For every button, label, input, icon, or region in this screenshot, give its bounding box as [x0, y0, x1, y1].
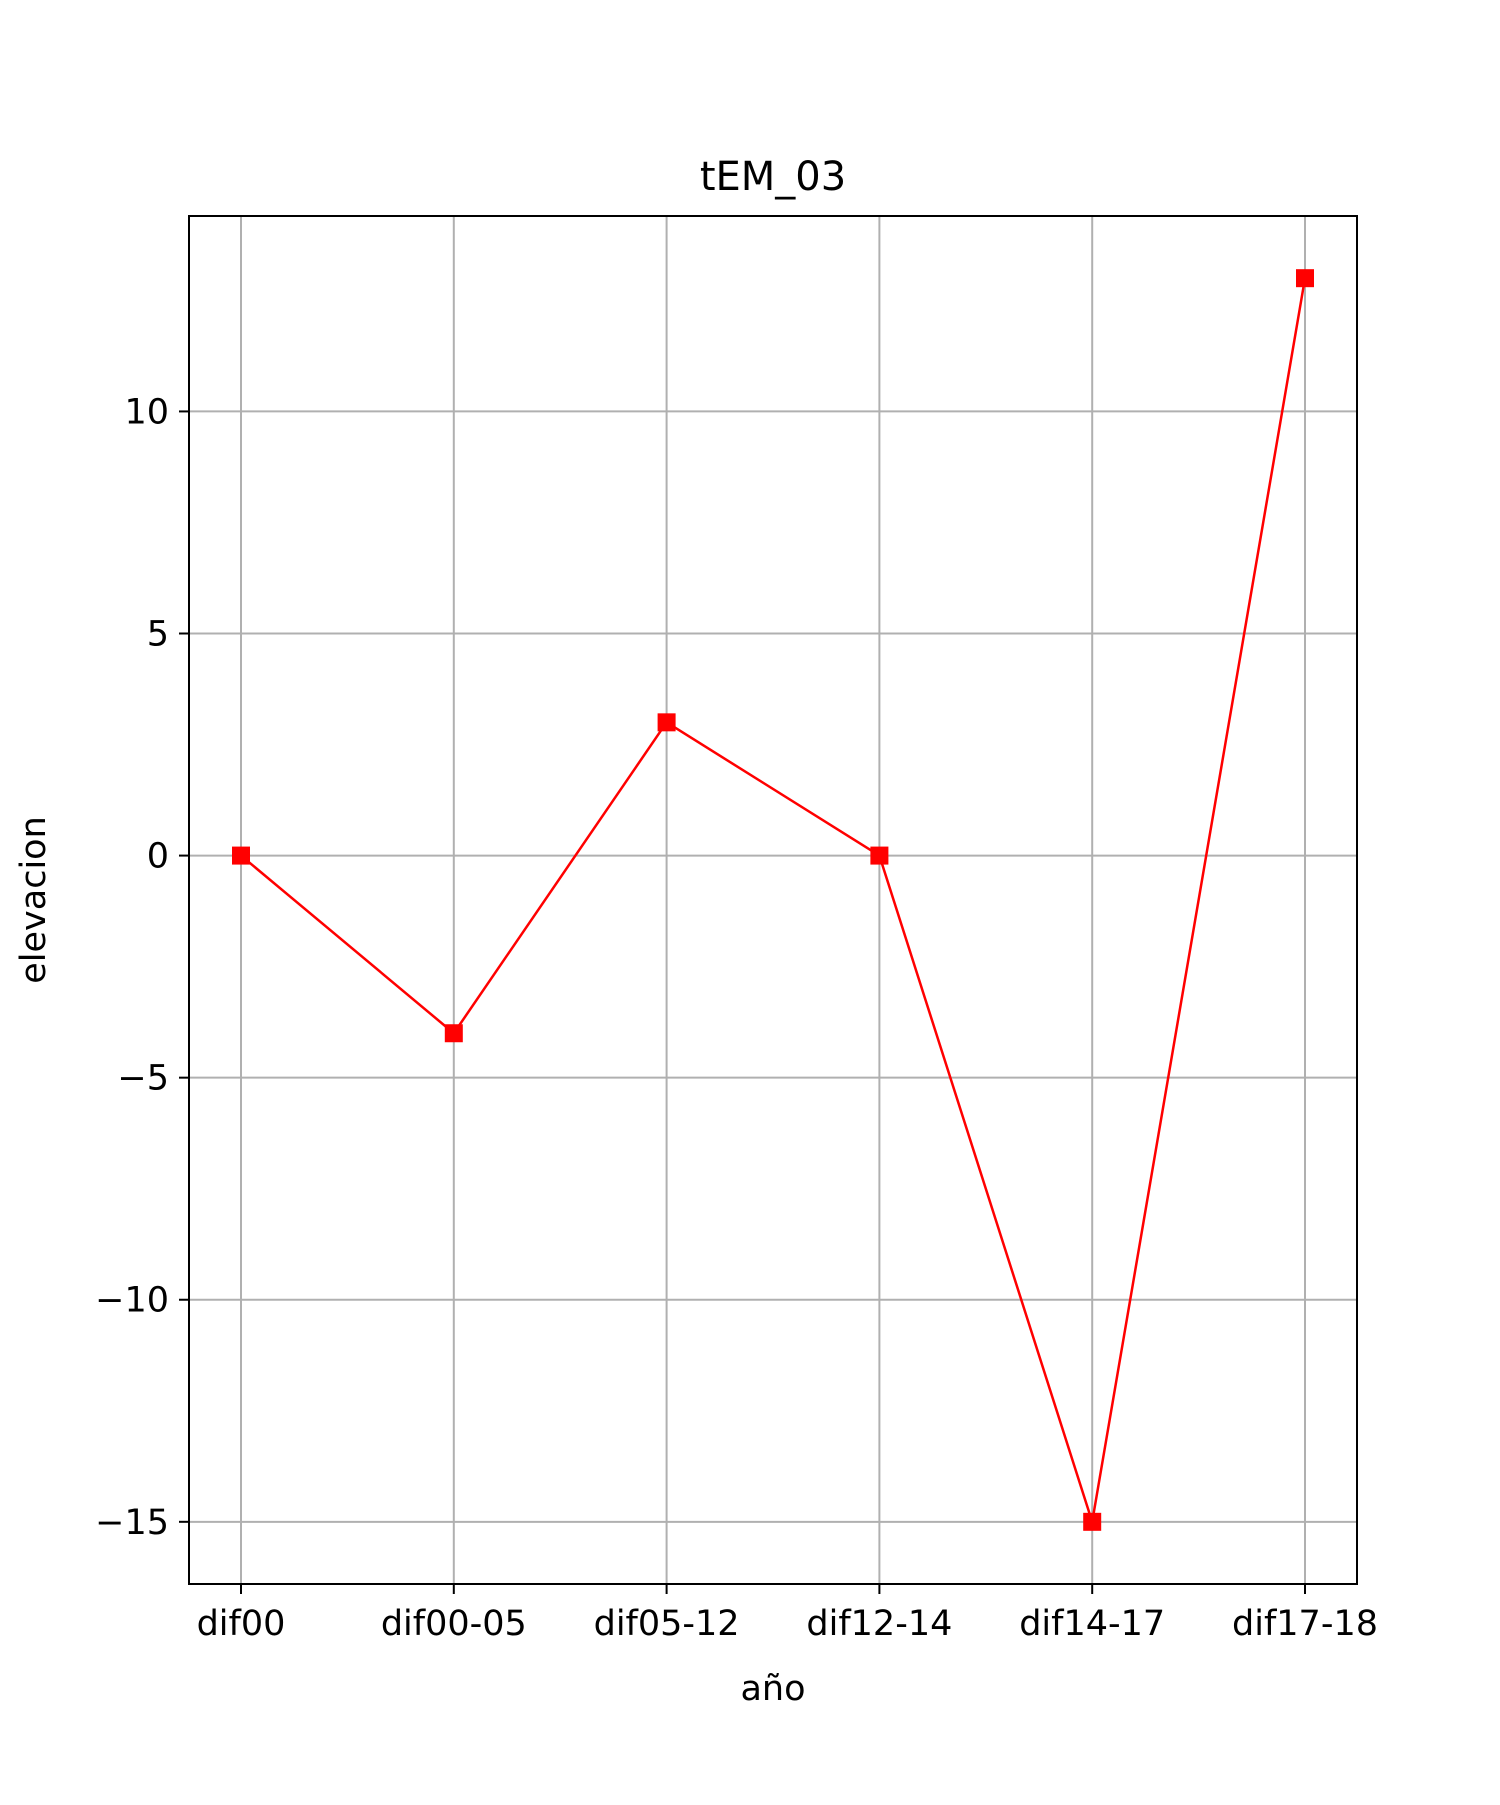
plot-area-frame — [188, 215, 1358, 1585]
y-tick-label: 5 — [147, 615, 169, 655]
series-layer — [232, 269, 1314, 1531]
y-tick-label: −15 — [95, 1503, 169, 1543]
x-tick-label: dif14-17 — [1019, 1604, 1165, 1644]
grid — [189, 216, 1357, 1584]
x-axis-label: año — [740, 1669, 805, 1709]
axis-ticks: dif00 dif00-05 dif05-12 dif12-14 dif14-17 dif… — [95, 392, 1378, 1644]
y-tick-label: 0 — [147, 837, 169, 877]
chart-title: tEM_03 — [700, 154, 846, 200]
data-point-marker — [1083, 1512, 1102, 1531]
data-point-marker — [657, 713, 676, 732]
data-point-marker — [232, 846, 250, 865]
y-axis-label: elevacion — [14, 816, 54, 984]
y-tick-label: −5 — [117, 1059, 169, 1099]
y-tick-label: −10 — [95, 1281, 169, 1321]
x-tick-label: dif00 — [197, 1604, 286, 1644]
x-tick-label: dif05-12 — [594, 1604, 740, 1644]
data-point-marker — [444, 1024, 463, 1043]
x-tick-label: dif12-14 — [806, 1604, 952, 1644]
data-point-marker — [1296, 269, 1314, 288]
x-tick-label: dif00-05 — [381, 1604, 527, 1644]
y-tick-label: 10 — [124, 392, 169, 432]
series-line — [240, 277, 1307, 1524]
x-tick-label: dif17-18 — [1232, 1604, 1378, 1644]
data-point-marker — [870, 846, 889, 865]
